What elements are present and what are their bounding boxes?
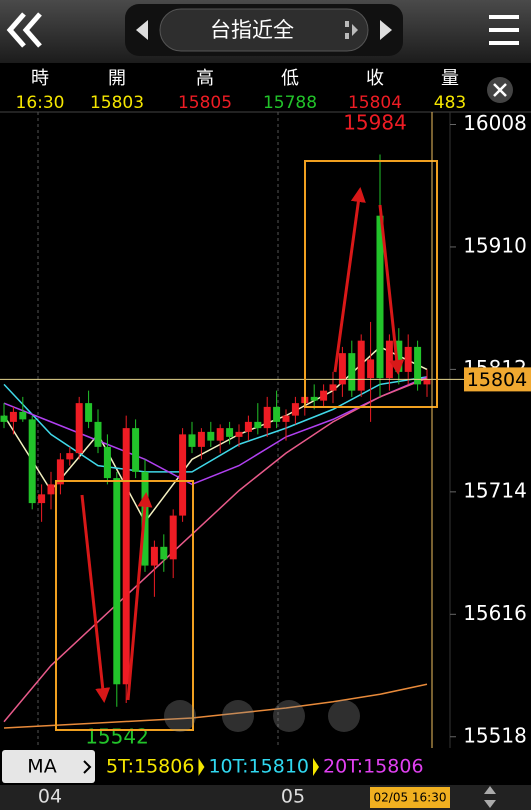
candle-body: [38, 494, 46, 504]
ma-line: [3, 376, 428, 486]
candle-body: [47, 484, 55, 495]
prev-button[interactable]: [136, 20, 148, 40]
candle-body: [423, 379, 431, 385]
title: 台指近全: [210, 18, 294, 42]
candle-body: [150, 546, 158, 566]
next-button[interactable]: [380, 20, 392, 40]
candle-body: [263, 406, 271, 429]
ma-line: [3, 376, 428, 473]
cursor-label: 02/05 16:30: [374, 791, 447, 805]
quote-label: 低: [281, 68, 299, 89]
candle-body: [103, 446, 111, 479]
switch-icon[interactable]: [345, 21, 358, 39]
quote-label: 量: [441, 68, 459, 89]
low-label: 15542: [85, 725, 149, 749]
x-label: 05: [281, 786, 305, 808]
close-button[interactable]: [487, 77, 513, 103]
menu-button[interactable]: [489, 15, 519, 45]
cursor-box: [370, 787, 450, 808]
candle-body: [19, 411, 27, 420]
candle-body: [338, 353, 346, 385]
quote-value: 15804: [348, 93, 402, 113]
ma-arrow: [83, 760, 92, 774]
candle-body: [169, 515, 177, 560]
candle-body: [385, 340, 393, 379]
y-tick-label: 15616: [463, 601, 527, 625]
ma-separator: [198, 758, 205, 776]
quote-label: 收: [366, 68, 384, 89]
annotations: [55, 160, 438, 731]
candle-body: [179, 434, 187, 516]
ma-line: [3, 346, 428, 524]
zoom-controls[interactable]: [164, 700, 360, 732]
quote-value: 15788: [263, 93, 317, 113]
candle-body: [132, 428, 140, 472]
date-bar: [0, 785, 531, 810]
candle-body: [66, 453, 74, 460]
candle-body: [254, 421, 262, 429]
quote-label: 高: [196, 68, 214, 89]
candle-body: [0, 415, 8, 422]
candle-body: [414, 346, 422, 385]
candle-body: [188, 434, 196, 447]
candle-body: [404, 346, 412, 372]
quote-value: 15803: [90, 93, 144, 113]
ma-legend: 5T:15806 10T:15810 20T:15806: [106, 756, 424, 778]
ma-line: [3, 683, 428, 729]
candle-body: [244, 421, 252, 432]
candle-body: [320, 390, 328, 401]
candle-body: [291, 403, 299, 416]
plot: 1600815910158121571415616155181580415984…: [0, 111, 531, 749]
ma-legend-item: 20T:15806: [323, 756, 424, 778]
high-label: 15984: [343, 111, 407, 135]
candle-body: [122, 428, 130, 685]
ma-button-label: MA: [27, 756, 56, 778]
candle-body: [367, 359, 375, 379]
quote-value: 16:30: [16, 93, 65, 113]
candle-body: [357, 340, 365, 391]
candle-body: [207, 431, 215, 441]
ma-button[interactable]: [2, 750, 95, 783]
candle-body: [85, 403, 93, 422]
y-tick-label: 15910: [463, 233, 527, 257]
candle-body: [28, 419, 36, 504]
quote-label: 開: [108, 68, 126, 89]
ma-separator: [313, 758, 319, 776]
candle-body: [235, 431, 243, 437]
x-label: 04: [38, 786, 62, 808]
candle-body: [94, 421, 102, 447]
candle-body: [113, 478, 121, 685]
quote-label: 時: [31, 68, 49, 89]
ma-legend-item: 10T:15810: [208, 756, 309, 778]
candle-body: [75, 403, 83, 454]
last-price-label: 15804: [467, 369, 527, 391]
y-tick-label: 16008: [463, 111, 527, 135]
candle-body: [197, 431, 205, 447]
y-tick-label: 15714: [463, 478, 527, 502]
candle-body: [216, 428, 224, 441]
candle-body: [273, 406, 281, 422]
ma-line: [3, 377, 428, 723]
candle-body: [310, 396, 318, 401]
quote-row: 時 16:30 開 15803 高 15805 低 15788 收 15804 量 483: [16, 68, 467, 113]
quote-value: 15805: [178, 93, 232, 113]
candle-body: [348, 353, 356, 391]
candle-body: [226, 428, 234, 437]
candle-body: [56, 459, 64, 485]
candle-body: [329, 384, 337, 391]
candle-body: [395, 340, 403, 372]
back-button[interactable]: [6, 12, 42, 48]
scroll-arrows[interactable]: [484, 786, 496, 808]
ma-legend-item: 5T:15806: [106, 756, 194, 778]
last-price-box: [464, 367, 531, 392]
candle-body: [376, 215, 384, 379]
candle-body: [9, 411, 17, 422]
quote-value: 483: [434, 93, 466, 113]
candle-body: [160, 546, 168, 560]
y-tick-label: 15518: [463, 723, 527, 747]
candle-body: [282, 415, 290, 422]
title-pill[interactable]: [159, 8, 369, 52]
